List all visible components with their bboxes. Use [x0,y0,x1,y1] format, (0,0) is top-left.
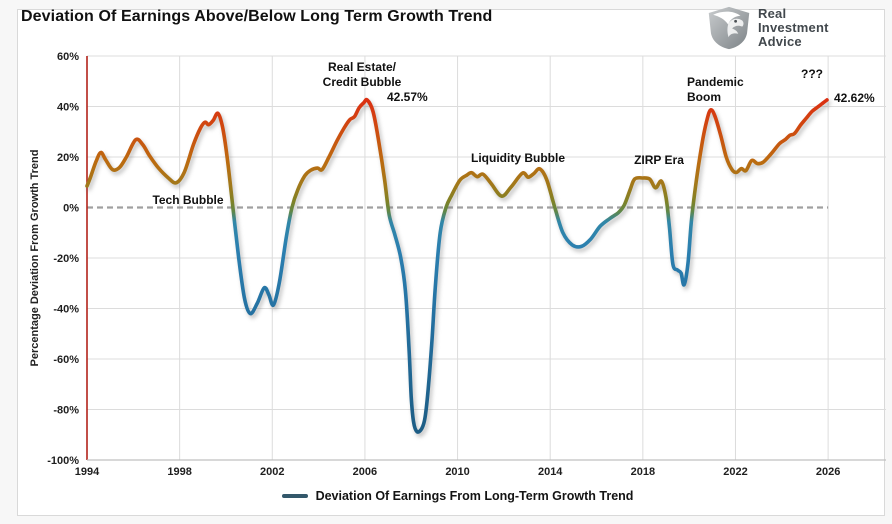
brand-logo-line: Advice [758,33,802,49]
annotation-question-marks: ??? [801,67,823,81]
x-tick-label: 2006 [353,466,377,478]
gridlines [87,55,886,461]
y-tick-label: -40% [53,304,79,316]
annotation-zirp-era: ZIRP Era [634,153,684,167]
y-tick-label: 0% [63,203,79,215]
x-tick-label: 2010 [445,466,469,478]
y-tick-label: 40% [57,102,79,114]
annotation-text: 42.62% [834,91,875,105]
annotation-text: Tech Bubble [152,193,223,207]
annotation-text: Liquidity Bubble [471,151,565,165]
annotation-text: Real Estate/ [328,60,397,74]
x-tick-label: 2026 [816,466,840,478]
brand-logo-line: Real [758,6,787,22]
y-tick-label: -60% [53,354,79,366]
annotation-current-value: 42.62% [834,91,875,105]
y-axis-title: Percentage Deviation From Growth Trend [29,150,41,367]
chart-legend: Deviation Of Earnings From Long-Term Gro… [87,489,828,503]
x-tick-label: 2014 [538,466,563,478]
legend-line-swatch [281,494,308,498]
y-tick-label: -20% [53,253,79,265]
chart-panel [17,9,885,516]
brand-logo-line: Investment [758,20,829,36]
x-tick-label: 1994 [75,466,100,478]
deviation-line [85,97,829,434]
annotation-tech-bubble: Tech Bubble [152,193,223,207]
y-tick-label: -100% [47,455,79,467]
brand-logo: Real Investment Advice [706,6,829,50]
annotation-text: Boom [687,90,721,104]
y-tick-label: -80% [53,405,79,417]
brand-logo-text: Real Investment Advice [758,7,829,48]
eagle-shield-logo-icon [708,6,750,50]
annotation-text: Credit Bubble [323,75,402,89]
annotation-text: ZIRP Era [634,153,684,167]
annotation-text: Pandemic [687,75,744,89]
y-tick-label: 20% [57,152,79,164]
annotation-text: 42.57% [387,90,428,104]
axes [86,56,886,461]
x-tick-label: 1998 [167,466,191,478]
annotation-text: ??? [801,67,823,81]
tick-labels: 60% 40% 20% 0% -20% -40% -60% -80% -100%1994 1998… [29,51,840,478]
annotation-peak-2006-value: 42.57% [387,90,428,104]
y-tick-label: 60% [57,51,79,63]
annotation-liquidity-bubble: Liquidity Bubble [471,151,565,165]
annotations: Tech Bubble Real Estate/Credit Bubble42.5… [152,60,875,207]
chart-title: Deviation Of Earnings Above/Below Long T… [21,8,493,25]
annotation-real-estate-credit-bubble: Real Estate/Credit Bubble [323,60,402,89]
deviation-line-path [85,97,829,434]
legend-label: Deviation Of Earnings From Long-Term Gro… [315,489,634,503]
x-tick-label: 2022 [723,466,747,478]
x-tick-label: 2002 [260,466,284,478]
x-tick-label: 2018 [631,466,655,478]
